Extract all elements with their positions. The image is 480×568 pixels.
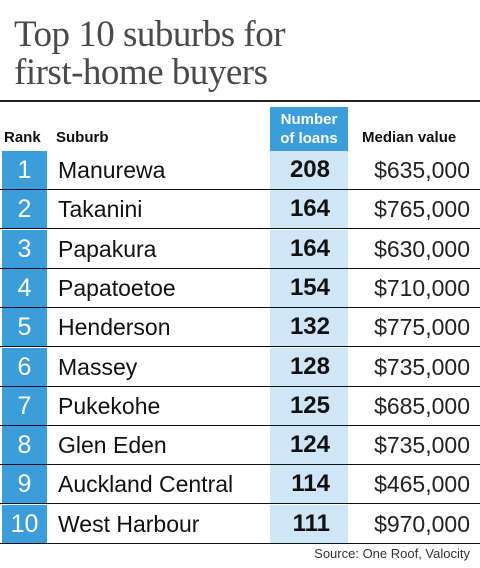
median-cell: $710,000 [374,274,470,301]
loans-cell: 128 [270,347,348,386]
median-cell: $735,000 [374,432,470,459]
rank-cell: 8 [2,426,47,465]
suburb-cell: West Harbour [58,510,200,537]
table-row: 4 Papatoetoe 154 $710,000 [0,268,480,308]
row-divider [0,542,480,544]
header-loans-line-1: Number [280,111,338,128]
table-row: 2 Takanini 164 $765,000 [0,190,480,230]
median-cell: $735,000 [374,353,470,380]
loans-cell: 125 [270,386,348,425]
rank-cell: 2 [2,190,47,229]
table-row: 7 Pukekohe 125 $685,000 [0,386,480,426]
row-divider [0,503,480,505]
loans-cell: 154 [270,268,348,307]
median-cell: $685,000 [374,392,470,419]
median-cell: $775,000 [374,314,470,341]
median-cell: $465,000 [374,471,470,498]
suburb-cell: Pukekohe [58,392,161,419]
table-row: 3 Papakura 164 $630,000 [0,229,480,269]
header-loans: Number of loans [270,107,348,151]
suburb-cell: Manurewa [58,157,166,183]
row-divider [0,267,480,269]
row-divider [0,424,480,426]
loans-cell: 164 [270,229,348,268]
row-divider [0,189,480,190]
median-cell: $970,000 [374,510,470,537]
suburb-cell: Papatoetoe [58,274,176,301]
rank-cell: 5 [2,308,47,347]
suburb-cell: Papakura [58,235,157,262]
table-row: 1 Manurewa 208 $635,000 [0,151,480,190]
header-loans-line-2: of loans [280,130,338,147]
rank-cell: 6 [2,347,47,386]
suburb-cell: Auckland Central [58,471,234,498]
suburb-cell: Glen Eden [58,432,167,459]
loans-cell: 124 [270,426,348,465]
title-line-2: first-home buyers [14,52,268,93]
rank-cell: 3 [2,229,47,268]
header-rank: Rank [4,129,41,146]
rank-cell: 10 [2,504,47,543]
median-cell: $630,000 [374,235,470,262]
loans-cell: 132 [270,308,348,347]
rank-cell: 1 [2,151,47,189]
suburb-cell: Takanini [58,196,143,223]
title-divider [0,100,480,102]
loans-cell: 114 [270,465,348,504]
rank-cell: 4 [2,268,47,307]
loans-cell: 164 [270,190,348,229]
row-divider [0,385,480,387]
row-divider [0,346,480,348]
table-row: 6 Massey 128 $735,000 [0,347,480,387]
suburb-cell: Massey [58,353,138,380]
header-suburb: Suburb [56,129,109,146]
table-row: 8 Glen Eden 124 $735,000 [0,426,480,466]
row-divider [0,306,480,308]
loans-cell: 208 [270,151,348,189]
median-cell: $765,000 [374,196,470,223]
header-median: Median value [362,129,457,146]
median-cell: $635,000 [374,157,470,183]
chart-title: Top 10 suburbs for first-home buyers [14,14,286,93]
rank-cell: 9 [2,465,47,504]
suburb-cell: Henderson [58,314,171,341]
source-note: Source: One Roof, Valocity [314,546,470,561]
table-row: 5 Henderson 132 $775,000 [0,308,480,348]
row-divider [0,464,480,466]
table-row: 10 West Harbour 111 $970,000 [0,504,480,544]
loans-cell: 111 [270,504,348,543]
table-row: 9 Auckland Central 114 $465,000 [0,465,480,505]
title-line-1: Top 10 suburbs for [14,14,286,55]
row-divider [0,228,480,230]
rank-cell: 7 [2,386,47,425]
